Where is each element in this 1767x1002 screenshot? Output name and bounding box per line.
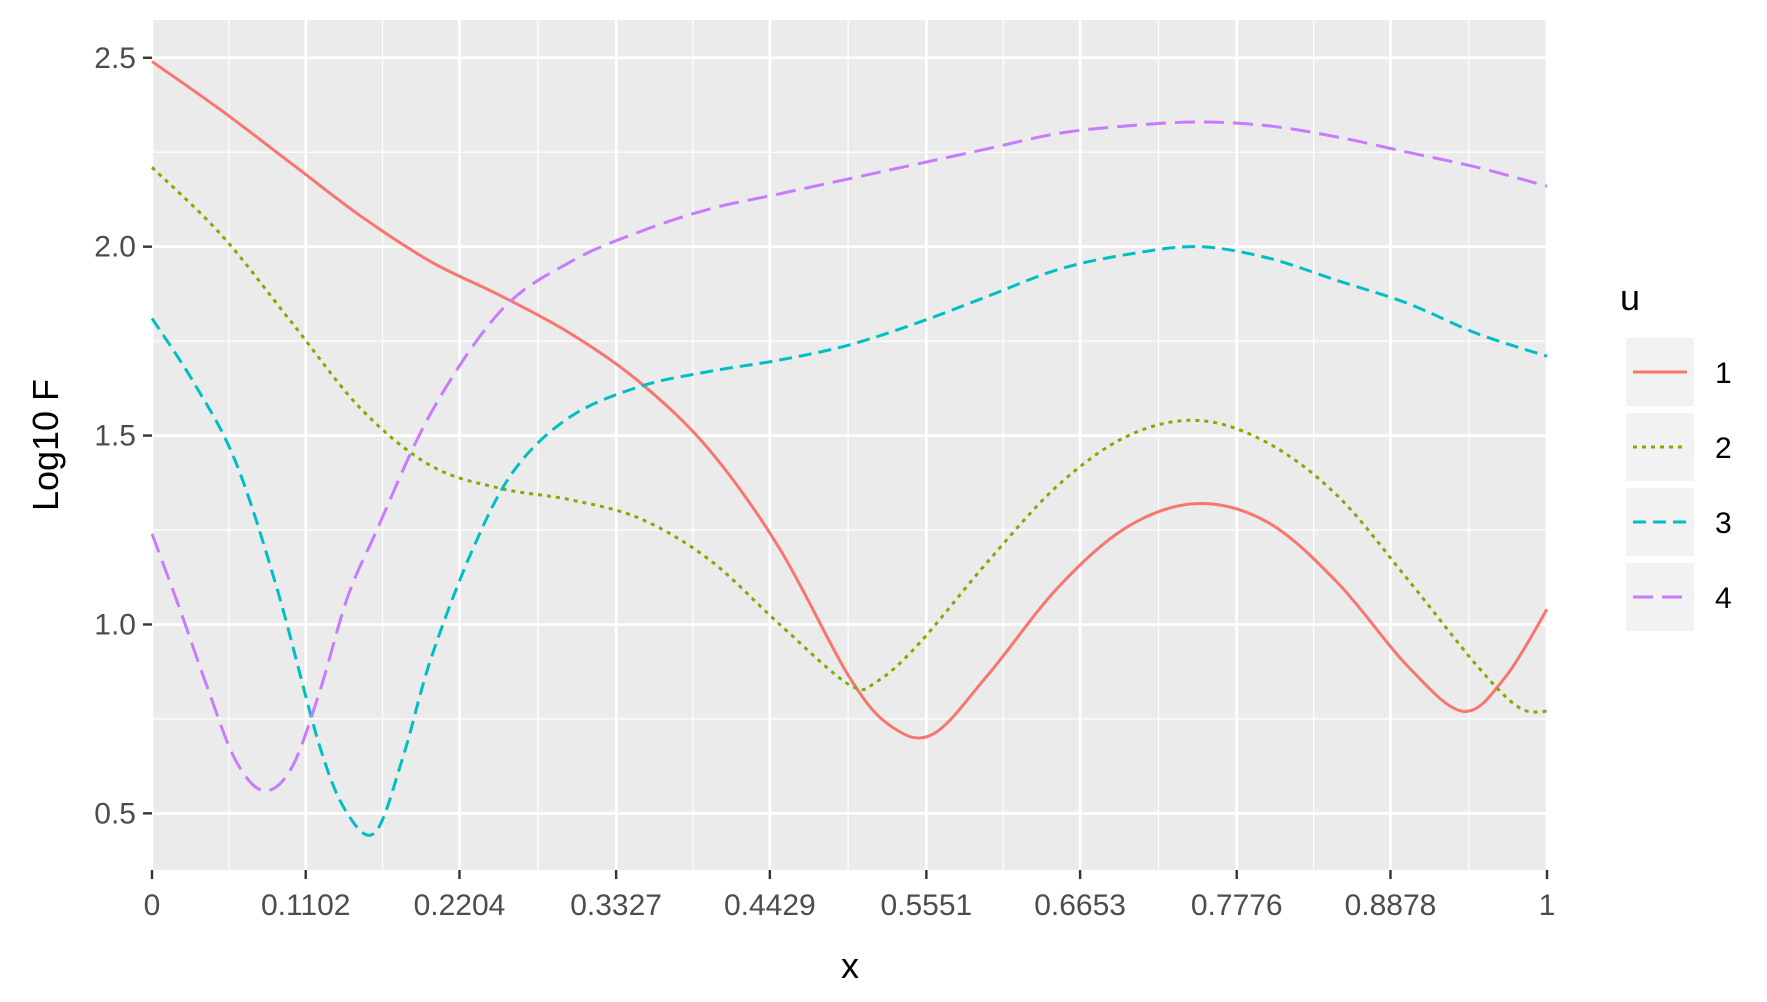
x-tick-label: 0 [144, 889, 161, 922]
legend: u 1 2 3 4 [1620, 277, 1732, 631]
x-tick-label: 0.6653 [1034, 889, 1126, 922]
panel-background [152, 20, 1547, 870]
series-line-1 [151, 60, 1549, 740]
y-tick-label: 1.0 [94, 608, 136, 641]
y-tick-label: 2.0 [94, 231, 136, 264]
y-axis-title: Log10 F [25, 379, 66, 511]
x-tick-label: 0.4429 [724, 889, 816, 922]
y-tick-label: 0.5 [94, 797, 136, 830]
y-tick-label: 1.5 [94, 420, 136, 453]
series-line-2 [150, 166, 1548, 714]
legend-label-4: 4 [1715, 582, 1732, 615]
legend-label-2: 2 [1715, 432, 1732, 465]
x-tick-label: 1 [1539, 889, 1556, 922]
x-tick-label: 0.1102 [261, 889, 351, 922]
y-tick-label: 2.5 [94, 42, 136, 75]
grid-minor [152, 20, 1547, 870]
legend-title: u [1620, 277, 1640, 318]
x-tick-label: 0.3327 [570, 889, 662, 922]
legend-label-1: 1 [1715, 357, 1732, 390]
x-tick-label: 0.7776 [1191, 889, 1283, 922]
series-layer [150, 60, 1549, 837]
legend-keys: 1 2 3 4 [1626, 338, 1732, 631]
y-axis: 0.5 1.0 1.5 2.0 2.5 [94, 42, 152, 830]
x-axis-title: x [841, 945, 859, 986]
x-tick-label: 0.8878 [1345, 889, 1437, 922]
grid-major [150, 20, 1549, 870]
x-tick-label: 0.5551 [880, 889, 972, 922]
x-tick-label: 0.2204 [414, 889, 506, 922]
series-line-4 [150, 120, 1548, 793]
x-axis: 0 0.1102 0.2204 0.3327 0.4429 0.5551 0.6653 0.7… [144, 870, 1556, 922]
legend-label-3: 3 [1715, 507, 1732, 540]
